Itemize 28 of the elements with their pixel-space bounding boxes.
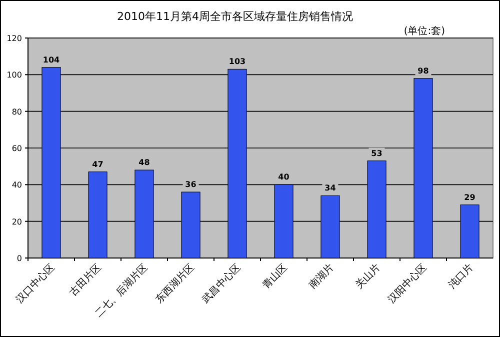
data-label: 104 xyxy=(42,55,60,64)
y-tick-label: 120 xyxy=(6,34,22,43)
x-tick-label: 关山片 xyxy=(353,262,383,292)
data-label: 29 xyxy=(464,192,476,202)
x-tick-label: 武昌中心区 xyxy=(200,262,244,306)
data-label: 103 xyxy=(228,57,246,66)
data-label: 98 xyxy=(418,66,430,76)
data-label: 48 xyxy=(138,158,150,167)
x-tick-label: 青山区 xyxy=(260,262,290,292)
y-tick-label: 60 xyxy=(12,144,22,153)
data-label: 36 xyxy=(185,180,197,189)
y-tick-label: 100 xyxy=(6,70,22,80)
x-tick-label: 汉阳中心区 xyxy=(386,262,430,306)
chart-title: 2010年11月第4周全市各区域存量住房销售情况 xyxy=(117,10,353,23)
x-tick-label: 汉口中心区 xyxy=(14,262,58,306)
x-tick-label: 南湖片 xyxy=(306,262,336,292)
y-tick-label: 40 xyxy=(12,180,22,190)
x-tick-label: 沌口片 xyxy=(446,262,476,292)
y-tick-label: 80 xyxy=(12,107,22,116)
data-label: 40 xyxy=(278,172,290,182)
text: (单位:套) xyxy=(404,25,446,37)
x-tick-label: 古田片区 xyxy=(67,262,104,298)
x-tick-label: 东西湖片区 xyxy=(153,262,197,306)
data-label: 53 xyxy=(371,148,382,158)
y-tick-label: 20 xyxy=(12,217,22,226)
data-label: 34 xyxy=(324,184,336,193)
y-tick-label: 0 xyxy=(16,254,22,263)
data-label: 47 xyxy=(92,160,104,169)
